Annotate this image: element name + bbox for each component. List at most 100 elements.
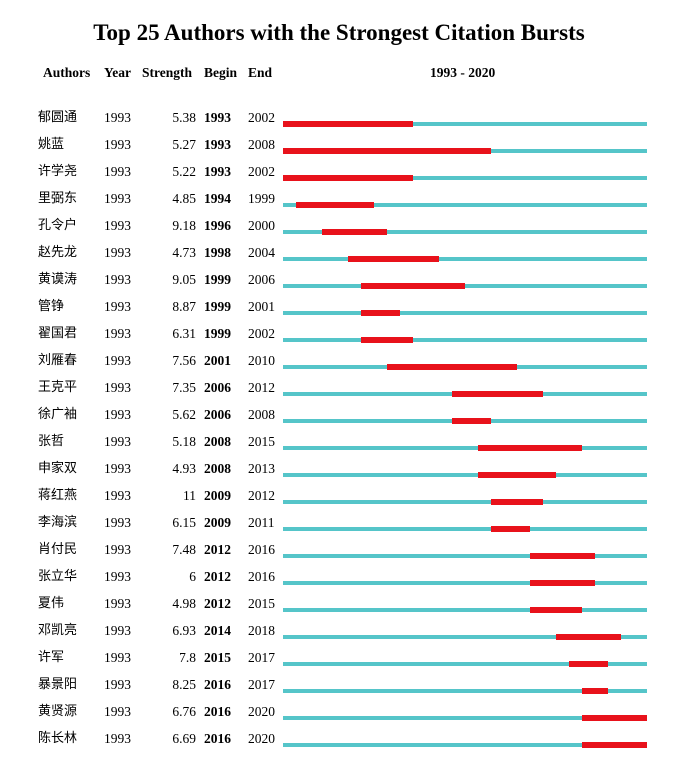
row-year: 1993: [104, 380, 131, 395]
row-end: 2002: [248, 326, 275, 341]
burst-bar: [530, 607, 582, 613]
author-name: 黄贤源: [38, 704, 78, 719]
burst-bar: [283, 121, 413, 127]
row-end: 2012: [248, 488, 275, 503]
row-begin: 2012: [204, 542, 231, 557]
row-year: 1993: [104, 137, 131, 152]
timeline-bar: [283, 716, 647, 720]
timeline-bar: [283, 662, 647, 666]
author-name: 徐广袖: [38, 407, 78, 422]
row-strength: 9.18: [172, 218, 196, 233]
row-strength: 7.35: [172, 380, 196, 395]
row-begin: 2008: [204, 461, 231, 476]
burst-bar: [478, 445, 582, 451]
row-year: 1993: [104, 353, 131, 368]
row-year: 1993: [104, 245, 131, 260]
header-strength: Strength: [142, 65, 193, 80]
row-begin: 2014: [204, 623, 231, 638]
row-strength: 5.27: [172, 137, 196, 152]
author-name: 申家双: [38, 461, 78, 476]
row-strength: 4.73: [172, 245, 196, 260]
row-strength: 5.38: [172, 110, 196, 125]
author-name: 里弼东: [38, 191, 78, 206]
row-begin: 2006: [204, 380, 231, 395]
row-strength: 4.93: [172, 461, 196, 476]
row-begin: 1998: [204, 245, 231, 260]
burst-bar: [452, 391, 543, 397]
timeline-bar: [283, 743, 647, 747]
timeline-bar: [283, 311, 647, 315]
row-year: 1993: [104, 542, 131, 557]
row-year: 1993: [104, 731, 131, 746]
row-end: 2020: [248, 731, 275, 746]
row-strength: 6.31: [172, 326, 196, 341]
row-begin: 1996: [204, 218, 231, 233]
timeline-bar: [283, 608, 647, 612]
author-name: 夏伟: [38, 596, 65, 611]
row-end: 2015: [248, 596, 275, 611]
row-year: 1993: [104, 650, 131, 665]
burst-bar: [569, 661, 608, 667]
burst-bar: [283, 175, 413, 181]
row-year: 1993: [104, 218, 131, 233]
row-end: 2010: [248, 353, 275, 368]
row-strength: 5.22: [172, 164, 196, 179]
row-begin: 2012: [204, 569, 231, 584]
row-strength: 7.8: [179, 650, 196, 665]
row-year: 1993: [104, 515, 131, 530]
row-begin: 1999: [204, 326, 231, 341]
row-end: 2001: [248, 299, 275, 314]
timeline-bar: [283, 500, 647, 504]
row-end: 1999: [248, 191, 275, 206]
row-strength: 4.98: [172, 596, 196, 611]
burst-bar: [582, 742, 647, 748]
row-year: 1993: [104, 596, 131, 611]
author-name: 管铮: [38, 299, 65, 314]
row-strength: 7.48: [172, 542, 196, 557]
row-year: 1993: [104, 704, 131, 719]
row-begin: 2012: [204, 596, 231, 611]
row-end: 2020: [248, 704, 275, 719]
row-end: 2006: [248, 272, 275, 287]
burst-bar: [491, 526, 530, 532]
burst-bar: [491, 499, 543, 505]
row-end: 2012: [248, 380, 275, 395]
row-begin: 2009: [204, 488, 231, 503]
author-name: 张立华: [38, 569, 78, 584]
timeline-bar: [283, 122, 647, 126]
row-end: 2016: [248, 542, 275, 557]
burst-bar: [478, 472, 556, 478]
row-end: 2000: [248, 218, 275, 233]
header-range: 1993 - 2020: [430, 65, 496, 80]
row-end: 2015: [248, 434, 275, 449]
timeline-bar: [283, 527, 647, 531]
author-name: 孔令户: [38, 218, 78, 233]
row-begin: 1994: [204, 191, 231, 206]
author-name: 邓凯亮: [38, 623, 78, 638]
timeline-bar: [283, 635, 647, 639]
row-year: 1993: [104, 110, 131, 125]
row-strength: 6.69: [172, 731, 196, 746]
row-strength: 6.15: [172, 515, 196, 530]
row-begin: 2016: [204, 677, 231, 692]
row-begin: 2008: [204, 434, 231, 449]
timeline-bar: [283, 338, 647, 342]
row-year: 1993: [104, 299, 131, 314]
row-year: 1993: [104, 623, 131, 638]
row-strength: 11: [183, 488, 196, 503]
row-begin: 2001: [204, 353, 231, 368]
header-year: Year: [104, 65, 131, 80]
burst-bar: [582, 715, 647, 721]
author-name: 肖付民: [38, 542, 78, 557]
row-begin: 1993: [204, 137, 231, 152]
row-end: 2002: [248, 110, 275, 125]
author-name: 姚蓝: [38, 137, 65, 152]
row-begin: 2016: [204, 731, 231, 746]
row-end: 2004: [248, 245, 275, 260]
timeline-bar: [283, 203, 647, 207]
row-begin: 2016: [204, 704, 231, 719]
author-name: 王克平: [38, 380, 78, 395]
timeline-bar: [283, 689, 647, 693]
row-end: 2002: [248, 164, 275, 179]
